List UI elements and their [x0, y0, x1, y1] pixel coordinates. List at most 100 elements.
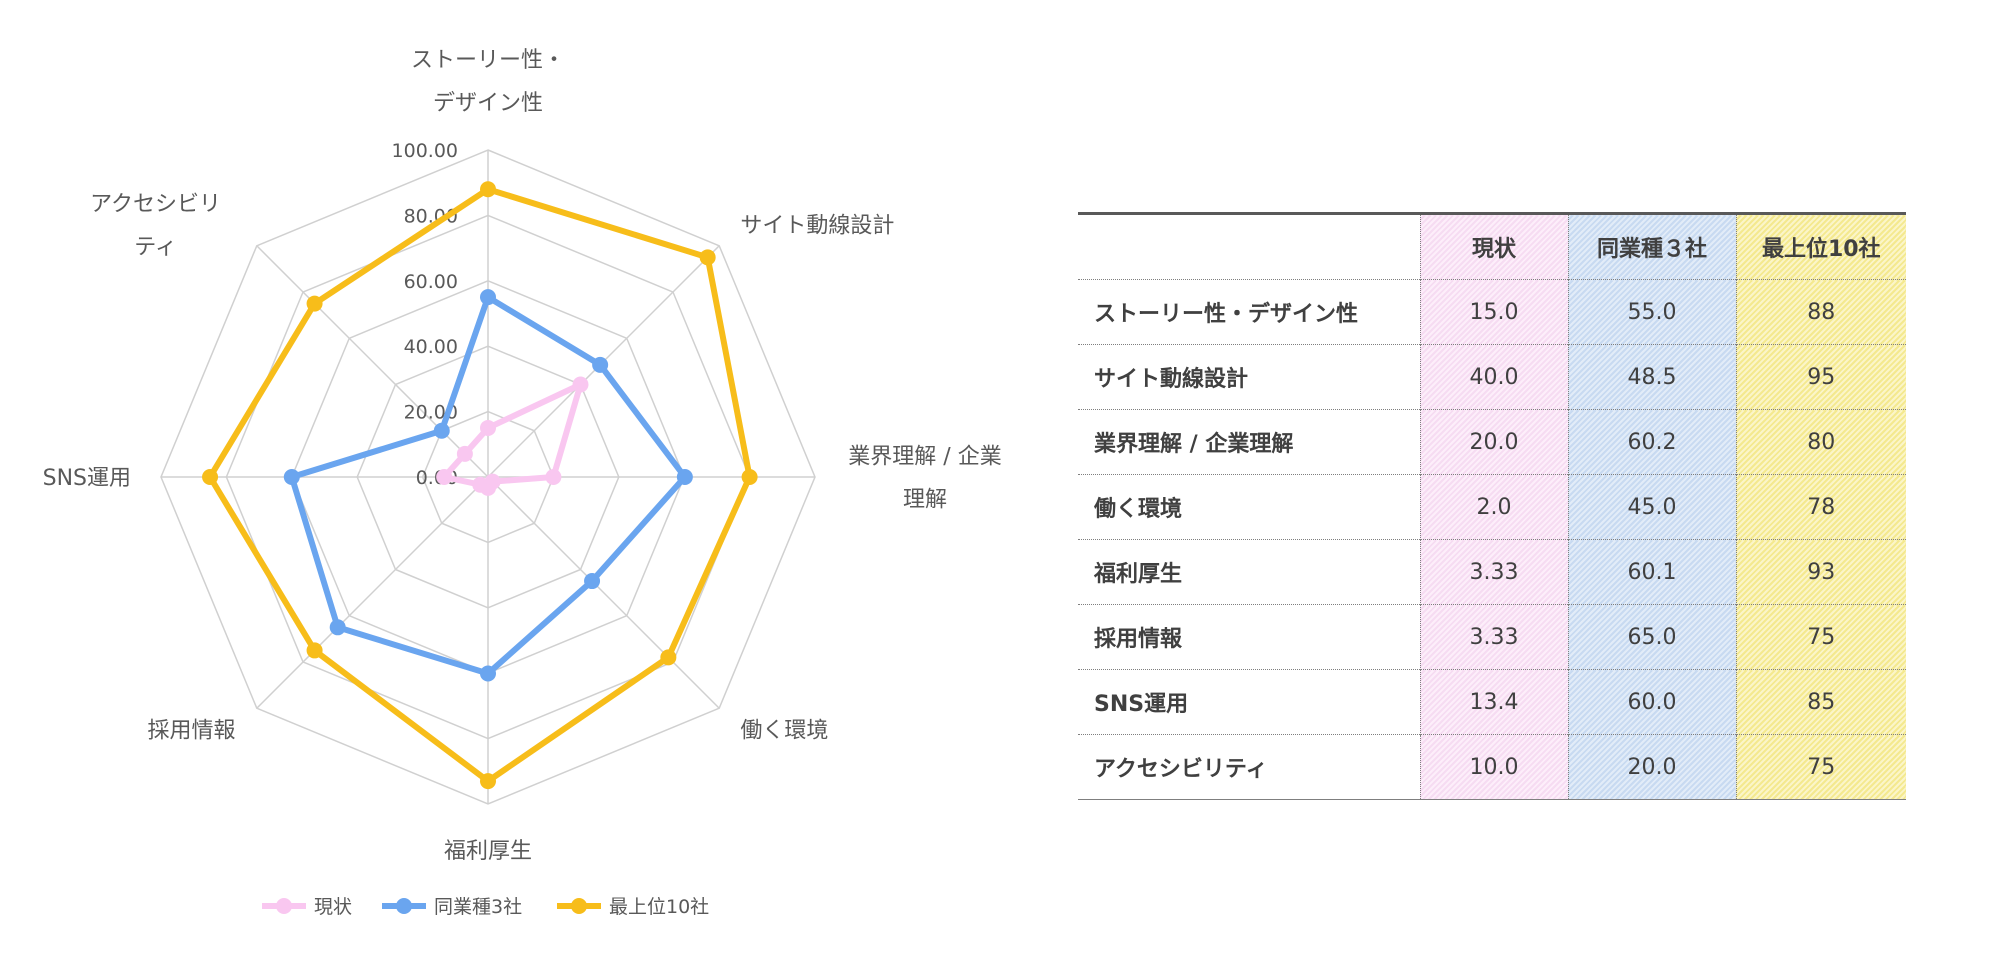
tick-label: 100.00 [392, 140, 458, 162]
row-label: 採用情報 [1094, 627, 1183, 652]
table-row: ストーリー性・デザイン性 15.0 55.0 88 [1078, 279, 1906, 345]
cell-peer: 45.0 [1567, 474, 1736, 540]
cell-top: 88 [1735, 279, 1906, 345]
row-label: 働く環境 [1094, 497, 1183, 522]
data-point [329, 619, 346, 636]
score-table-grid: 現状 同業種３社 最上位10社 ストーリー性・デザイン性 15.0 55.0 88 サイ… [1078, 212, 1906, 800]
axis-label: アクセシビリ [90, 192, 221, 217]
axis-label: 働く環境 [740, 718, 828, 743]
data-point [480, 419, 496, 436]
legend-marker [571, 898, 587, 914]
cell-peer: 20.0 [1567, 734, 1736, 800]
data-point [433, 422, 450, 439]
tick-label: 40.00 [404, 336, 458, 358]
cell-top: 75 [1735, 604, 1906, 670]
grid-spoke [487, 476, 720, 709]
axis-label: 福利厚生 [444, 839, 532, 864]
row-label: サイト動線設計 [1094, 367, 1249, 392]
series-group [283, 289, 693, 682]
radar-series [202, 181, 758, 790]
series-group [202, 181, 758, 790]
tick-label: 80.00 [404, 205, 458, 227]
data-point [676, 469, 693, 485]
data-point [660, 649, 677, 666]
table-row: サイト動線設計 40.0 48.5 95 [1078, 344, 1906, 410]
cell-top: 75 [1735, 734, 1906, 800]
cell-current: 2.0 [1419, 474, 1568, 540]
axis-label: 業界理解 / 企業 [848, 445, 1001, 470]
cell-top: 78 [1735, 474, 1906, 540]
series-group [436, 376, 589, 496]
cell-current: 10.0 [1419, 734, 1568, 800]
legend-item: 現状 [262, 896, 352, 918]
axis-label: SNS運用 [43, 466, 131, 491]
legend-marker [396, 898, 412, 914]
row-label: ストーリー性・デザイン性 [1094, 302, 1359, 327]
table-row: アクセシビリティ 10.0 20.0 75 [1078, 734, 1906, 800]
data-point [456, 445, 473, 462]
cell-top: 80 [1735, 409, 1906, 475]
data-point [545, 469, 562, 485]
data-point [480, 665, 496, 682]
header-top: 最上位10社 [1735, 213, 1906, 280]
legend-label: 同業種3社 [434, 896, 522, 918]
data-point [699, 249, 716, 266]
table-row: 採用情報 3.33 65.0 75 [1078, 604, 1906, 670]
cell-peer: 48.5 [1567, 344, 1736, 410]
data-point [584, 573, 601, 590]
table-row: 福利厚生 3.33 60.1 93 [1078, 539, 1906, 605]
legend-item: 同業種3社 [382, 896, 522, 918]
data-point [572, 376, 589, 393]
axis-label: サイト動線設計 [740, 214, 894, 239]
data-point [283, 469, 300, 485]
cell-top: 95 [1735, 344, 1906, 410]
tick-label: 60.00 [404, 271, 458, 293]
legend-marker [276, 898, 292, 914]
header-empty [1078, 214, 1420, 280]
grid-spoke [256, 476, 489, 709]
axis-label: ストーリー性・ [411, 48, 565, 73]
cell-peer: 60.2 [1567, 409, 1736, 475]
score-table: 現状 同業種３社 最上位10社 ストーリー性・デザイン性 15.0 55.0 88 サイ… [1078, 212, 1906, 800]
data-point [480, 289, 496, 306]
row-label: SNS運用 [1094, 692, 1189, 717]
table-row: SNS運用 13.4 60.0 85 [1078, 669, 1906, 735]
cell-current: 15.0 [1419, 279, 1568, 345]
data-point [480, 181, 496, 198]
data-point [472, 476, 489, 493]
data-point [592, 356, 609, 373]
data-point [741, 469, 758, 485]
series-line [441, 381, 584, 491]
cell-current: 3.33 [1419, 539, 1568, 605]
table-row: 働く環境 2.0 45.0 78 [1078, 474, 1906, 540]
cell-current: 3.33 [1419, 604, 1568, 670]
row-label: アクセシビリティ [1094, 757, 1268, 782]
data-point [202, 469, 219, 485]
chart-legend: 現状 同業種3社 最上位10社 [262, 896, 709, 918]
cell-top: 93 [1735, 539, 1906, 605]
legend-label: 最上位10社 [609, 896, 709, 918]
legend-label: 現状 [314, 896, 352, 918]
row-label: 業界理解 / 企業理解 [1094, 432, 1294, 457]
row-label: 福利厚生 [1094, 562, 1183, 587]
axis-label: 採用情報 [148, 718, 236, 743]
legend-item: 最上位10社 [557, 896, 709, 918]
cell-peer: 55.0 [1567, 279, 1736, 345]
cell-top: 85 [1735, 669, 1906, 735]
cell-peer: 60.1 [1567, 539, 1736, 605]
data-point [480, 773, 496, 790]
header-peer: 同業種３社 [1567, 213, 1736, 280]
grid-spoke [256, 245, 489, 478]
cell-current: 13.4 [1419, 669, 1568, 735]
table-header-row: 現状 同業種３社 最上位10社 [1078, 213, 1906, 280]
header-current: 現状 [1419, 213, 1568, 280]
data-point [306, 642, 323, 659]
axis-label: 理解 [903, 488, 947, 513]
cell-current: 40.0 [1419, 344, 1568, 410]
table-row: 業界理解 / 企業理解 20.0 60.2 80 [1078, 409, 1906, 475]
cell-current: 20.0 [1419, 409, 1568, 475]
axis-label: ティ [134, 235, 177, 260]
cell-peer: 65.0 [1567, 604, 1736, 670]
